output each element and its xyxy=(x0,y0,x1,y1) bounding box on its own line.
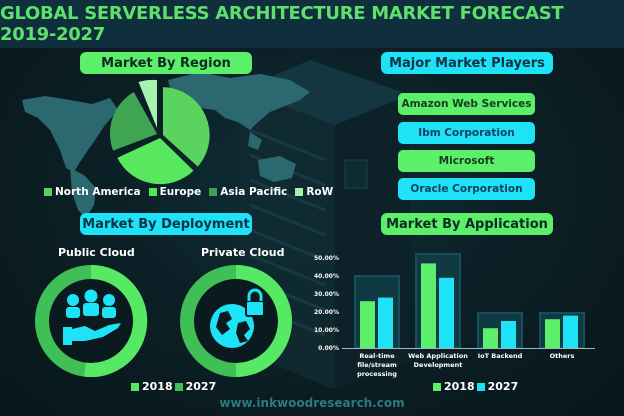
pie-slice-asia-pacific xyxy=(109,92,157,151)
page-title: GLOBAL SERVERLESS ARCHITECTURE MARKET FO… xyxy=(0,3,564,45)
public-cloud-donut xyxy=(35,264,148,377)
legend-swatch xyxy=(209,188,218,196)
globe-lock-icon xyxy=(210,288,265,348)
y-tick-10: 10.00% xyxy=(314,327,339,334)
bar-others-2027 xyxy=(563,315,578,348)
legend-2027: 2027 xyxy=(476,380,518,393)
private-cloud-donut xyxy=(180,265,292,377)
title-band: GLOBAL SERVERLESS ARCHITECTURE MARKET FO… xyxy=(0,0,624,48)
legend-swatch xyxy=(174,382,183,391)
application-heading-label: Market By Application xyxy=(386,216,548,232)
legend-2027: 2027 xyxy=(174,380,216,393)
players-heading-label: Major Market Players xyxy=(389,55,545,71)
application-bar-chart xyxy=(342,253,595,349)
legend-swatch xyxy=(131,382,139,391)
region-pie-chart xyxy=(109,79,210,185)
footer-url: www.inkwoodresearch.com xyxy=(219,396,405,410)
y-tick-0: 0.00% xyxy=(318,345,339,352)
region-heading: Market By Region xyxy=(80,52,252,74)
x-label-realtime: Real-time file/stream processing xyxy=(357,352,397,378)
y-tick-40: 40.00% xyxy=(314,273,339,280)
application-heading: Market By Application xyxy=(381,213,553,235)
x-label-iot: IoT Backend xyxy=(477,352,523,360)
x-label-webapp: Web Application Development xyxy=(408,352,468,369)
pie-slice-row xyxy=(138,79,157,128)
bar-iot-2027 xyxy=(501,321,516,348)
region-heading-label: Market By Region xyxy=(101,55,231,71)
legend-swatch xyxy=(44,188,52,196)
application-legend: 2018 2027 xyxy=(433,380,526,393)
legend-2018: 2018 xyxy=(131,380,173,393)
public-cloud-label: Public Cloud xyxy=(58,246,135,259)
legend-swatch xyxy=(476,382,485,391)
legend-row: RoW xyxy=(295,186,333,198)
pie-slice-north-america xyxy=(163,87,210,167)
bar-realtime-2018 xyxy=(360,301,375,348)
player-ibm-corporation: Ibm Corporation xyxy=(398,122,535,144)
legend-swatch xyxy=(148,188,157,196)
legend-swatch xyxy=(433,382,441,391)
region-legend: North America Europe Asia Pacific RoW xyxy=(44,186,341,198)
players-heading: Major Market Players xyxy=(381,52,553,74)
bar-iot-2018 xyxy=(483,328,498,348)
y-tick-20: 20.00% xyxy=(314,309,339,316)
player-amazon-web-services: Amazon Web Services xyxy=(398,93,535,115)
legend-asia-pacific: Asia Pacific xyxy=(209,186,287,198)
deployment-heading: Market By Deployment xyxy=(80,213,252,235)
player-oracle-corporation: Oracle Corporation xyxy=(398,178,535,200)
bar-others-2018 xyxy=(545,319,560,348)
legend-north-america: North America xyxy=(44,186,141,198)
pie-slice-europe xyxy=(117,138,194,185)
bar-webapp-2027 xyxy=(439,277,454,348)
x-label-others: Others xyxy=(549,352,575,360)
legend-2018: 2018 xyxy=(433,380,475,393)
private-cloud-label: Private Cloud xyxy=(201,246,285,259)
bar-realtime-2027 xyxy=(378,297,393,348)
y-tick-30: 30.00% xyxy=(314,291,339,298)
deployment-legend: 2018 2027 xyxy=(131,380,224,393)
people-hand-icon xyxy=(63,289,121,345)
y-tick-50: 50.00% xyxy=(314,255,339,262)
deployment-heading-label: Market By Deployment xyxy=(82,216,250,232)
legend-swatch xyxy=(295,188,304,196)
player-microsoft: Microsoft xyxy=(398,150,535,172)
legend-europe: Europe xyxy=(148,186,201,198)
bar-webapp-2018 xyxy=(421,263,436,348)
